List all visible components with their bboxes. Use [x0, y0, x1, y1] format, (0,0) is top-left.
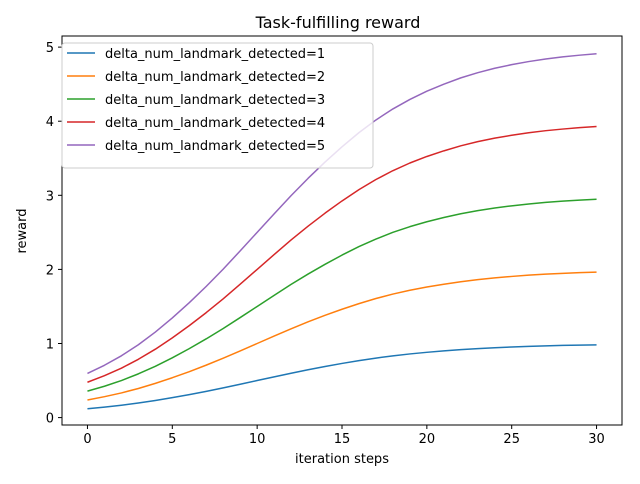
x-tick-label: 25 — [503, 432, 520, 447]
x-tick-label: 5 — [168, 432, 176, 447]
legend-label-4: delta_num_landmark_detected=4 — [105, 116, 325, 131]
x-tick-label: 0 — [83, 432, 91, 447]
chart-title: Task-fulfilling reward — [255, 13, 421, 32]
y-tick-label: 1 — [46, 337, 54, 352]
x-tick-label: 20 — [419, 432, 436, 447]
y-tick-label: 3 — [46, 189, 54, 204]
x-axis-ticks: 0 5 10 15 20 25 30 — [83, 425, 605, 447]
y-axis-label: reward — [15, 208, 30, 253]
legend-box — [61, 42, 374, 169]
y-axis-ticks: 0 1 2 3 4 5 — [46, 41, 62, 427]
y-tick-label: 0 — [46, 412, 54, 427]
series-line-1 — [87, 344, 597, 410]
y-tick-label: 5 — [46, 41, 54, 56]
series-line-2 — [87, 271, 597, 401]
y-tick-label: 2 — [46, 263, 54, 278]
y-tick-label: 4 — [46, 115, 54, 130]
series-line-3 — [87, 198, 597, 392]
series-line-4 — [87, 125, 597, 383]
x-tick-label: 10 — [249, 432, 266, 447]
legend-label-2: delta_num_landmark_detected=2 — [105, 70, 325, 85]
legend: delta_num_landmark_detected=1 delta_num_l… — [61, 42, 374, 169]
x-tick-label: 15 — [334, 432, 351, 447]
legend-label-3: delta_num_landmark_detected=3 — [105, 93, 325, 108]
legend-label-5: delta_num_landmark_detected=5 — [105, 139, 325, 154]
legend-label-1: delta_num_landmark_detected=1 — [105, 47, 325, 62]
x-tick-label: 30 — [588, 432, 605, 447]
x-axis-label: iteration steps — [295, 452, 389, 467]
